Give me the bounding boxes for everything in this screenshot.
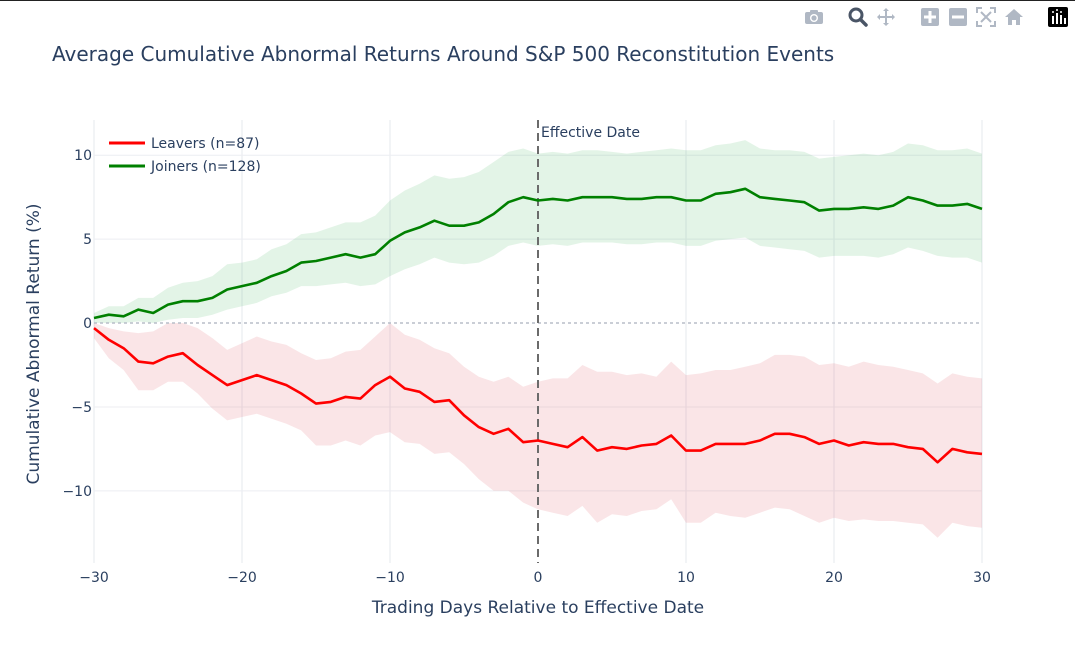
series-line-leavers: [93, 327, 983, 464]
zoom-out-button[interactable]: [947, 6, 969, 28]
confidence-band-leavers: [94, 323, 982, 538]
zoom-icon: [848, 7, 868, 27]
y-tick-label: 0: [83, 316, 92, 332]
y-tick-label: −10: [62, 484, 92, 500]
x-tick-label: −20: [227, 570, 257, 586]
series-lines: [93, 187, 983, 464]
zoom-in-button[interactable]: [919, 6, 941, 28]
camera-icon: [805, 10, 823, 24]
x-axis-label: Trading Days Relative to Effective Date: [371, 598, 704, 618]
x-tick-label: −10: [375, 570, 405, 586]
zoom-out-icon: [949, 8, 967, 26]
y-tick-label: 10: [74, 148, 92, 164]
autoscale-icon: [976, 7, 996, 27]
effective-date-annotation: Effective Date: [541, 125, 640, 141]
plotly-logo-icon: [1048, 7, 1068, 27]
y-axis-ticks: −10 −5 0 5 10: [62, 148, 92, 500]
legend-item-leavers[interactable]: Leavers (n=87): [109, 136, 260, 152]
pan-button[interactable]: [875, 6, 897, 28]
top-border: [0, 0, 1075, 1]
zoom-in-icon: [921, 8, 939, 26]
y-tick-label: −5: [71, 400, 92, 416]
series-line-joiners: [93, 187, 983, 320]
x-axis-ticks: −30 −20 −10 0 10 20 30: [79, 570, 991, 586]
x-tick-label: 0: [534, 570, 543, 586]
modebar: [803, 6, 1075, 28]
home-icon: [1005, 9, 1023, 25]
x-tick-label: 10: [677, 570, 695, 586]
x-tick-label: 20: [825, 570, 843, 586]
legend-item-joiners[interactable]: Joiners (n=128): [109, 159, 261, 175]
plotly-logo[interactable]: [1047, 6, 1069, 28]
download-plot-button[interactable]: [803, 6, 825, 28]
pan-icon: [877, 8, 895, 26]
zoom-button[interactable]: [847, 6, 869, 28]
x-tick-label: −30: [79, 570, 109, 586]
legend-label-joiners: Joiners (n=128): [150, 159, 261, 175]
chart-title: Average Cumulative Abnormal Returns Arou…: [52, 42, 834, 66]
y-tick-label: 5: [83, 232, 92, 248]
y-axis-label: Cumulative Abnormal Return (%): [24, 203, 44, 484]
x-tick-label: 30: [973, 570, 991, 586]
legend[interactable]: Leavers (n=87) Joiners (n=128): [109, 136, 261, 175]
autoscale-button[interactable]: [975, 6, 997, 28]
legend-label-leavers: Leavers (n=87): [151, 136, 260, 152]
reset-axes-button[interactable]: [1003, 6, 1025, 28]
